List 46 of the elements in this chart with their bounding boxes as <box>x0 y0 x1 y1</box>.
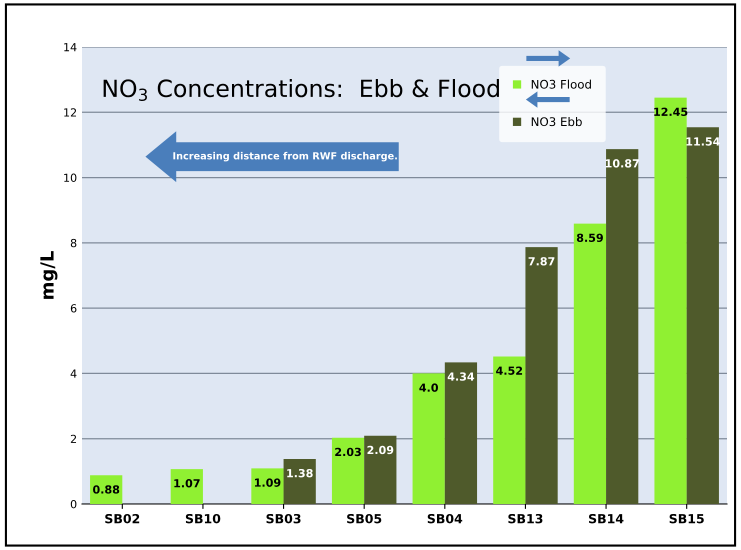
data-label: 4.0 <box>419 383 438 392</box>
y-tick-label: 6 <box>70 304 76 313</box>
x-tick-label: SB04 <box>428 514 462 524</box>
data-label: 2.09 <box>367 446 394 454</box>
y-tick-label: 8 <box>70 238 76 248</box>
bar <box>332 438 364 504</box>
y-tick-label: 4 <box>70 370 77 378</box>
data-label: 0.88 <box>93 485 120 494</box>
x-tick-label: SB13 <box>508 514 542 524</box>
bar <box>574 224 606 504</box>
x-tick-label: SB15 <box>670 514 704 524</box>
y-tick-label: 2 <box>70 434 76 443</box>
bar <box>170 469 203 504</box>
y-axis-title: mg/L <box>40 251 58 299</box>
y-tick-label: 10 <box>64 174 76 182</box>
x-tick-label: SB05 <box>347 514 382 524</box>
data-label: 4.52 <box>496 366 522 375</box>
bar <box>525 247 558 504</box>
bar <box>654 98 687 504</box>
bar <box>686 127 719 504</box>
x-tick-label: SB02 <box>105 514 140 524</box>
x-tick-label: SB14 <box>588 514 624 524</box>
x-tick-label: SB10 <box>186 514 220 524</box>
data-label: 2.03 <box>335 448 361 456</box>
y-tick-label: 12 <box>64 108 76 117</box>
data-label: 12.45 <box>654 108 688 116</box>
annotation: Increasing distance from RWF discharge. <box>173 152 397 162</box>
y-tick-label: 14 <box>64 43 77 52</box>
bar <box>606 149 638 504</box>
bar <box>284 458 316 504</box>
x-tick-label: SB03 <box>266 514 301 524</box>
bar <box>412 373 445 504</box>
legend-label: NO3 Flood <box>532 80 591 89</box>
data-label: 1.07 <box>174 479 200 488</box>
data-label: 1.38 <box>287 468 313 478</box>
bar <box>364 436 396 504</box>
data-label: 4.34 <box>448 372 474 381</box>
legend-label: NO3 Ebb <box>532 116 582 126</box>
data-label: 7.87 <box>528 257 554 266</box>
data-label: 8.59 <box>576 234 603 242</box>
bar <box>444 362 478 504</box>
bar <box>251 468 284 504</box>
text: NO$_{3}$ Concentrations: Ebb & Flood <box>104 78 499 102</box>
data-label: 1.09 <box>254 478 280 487</box>
bar <box>493 356 526 504</box>
y-tick-label: 0 <box>70 500 76 508</box>
